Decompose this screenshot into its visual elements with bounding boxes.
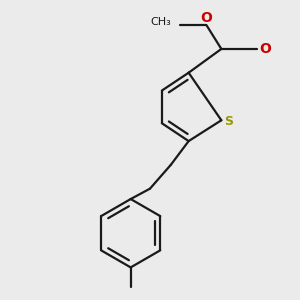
Text: CH₃: CH₃ bbox=[151, 17, 171, 27]
Text: O: O bbox=[200, 11, 212, 25]
Text: S: S bbox=[224, 115, 233, 128]
Text: O: O bbox=[260, 42, 271, 56]
